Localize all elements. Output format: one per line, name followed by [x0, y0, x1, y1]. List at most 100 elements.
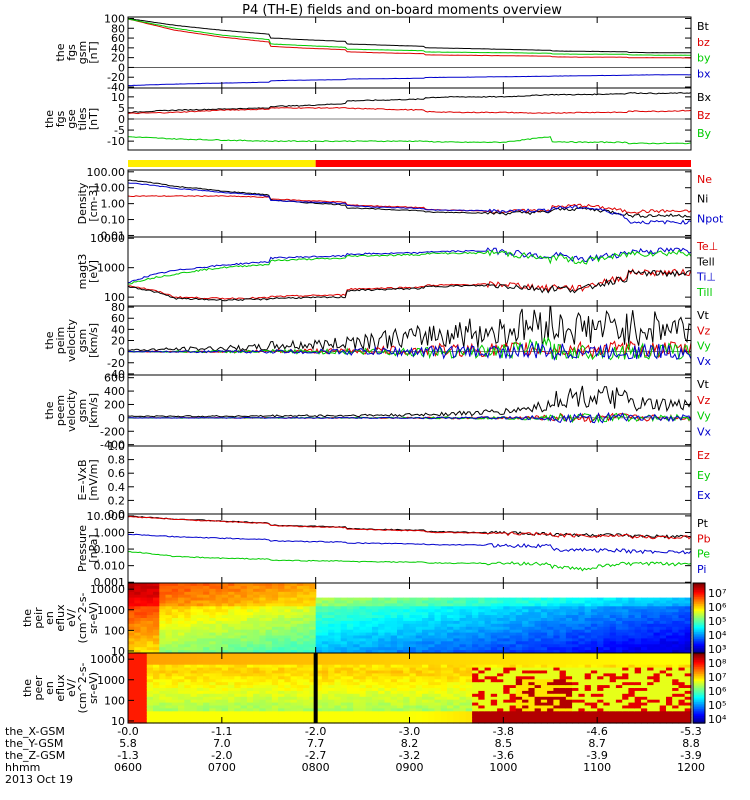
spectrogram-cell	[465, 688, 473, 692]
series-line-Till	[128, 249, 691, 285]
spectrogram-cell	[641, 670, 648, 674]
spectrogram-cell	[490, 641, 498, 645]
spectrogram-cell	[246, 597, 254, 602]
spectrogram-cell	[290, 676, 298, 680]
spectrogram-cell	[447, 641, 454, 645]
spectrogram-cell	[409, 711, 417, 715]
spectrogram-cell	[140, 623, 148, 628]
spectrogram-cell	[315, 620, 323, 625]
spectrogram-cell	[472, 664, 479, 669]
spectrogram-cell	[503, 644, 511, 648]
spectrogram-cell	[465, 638, 473, 642]
spectrogram-cell	[284, 711, 292, 715]
spectrogram-cell	[259, 720, 267, 724]
spectrogram-cell	[415, 705, 423, 709]
spectrogram-cell	[540, 676, 548, 680]
spectrogram-cell	[534, 714, 542, 718]
spectrogram-cell	[215, 597, 223, 602]
legend-Pt: Pt	[697, 517, 709, 530]
spectrogram-cell	[440, 670, 448, 674]
spectrogram-cell	[428, 676, 436, 680]
spectrogram-cell	[565, 632, 573, 637]
spectrogram-cell	[284, 685, 292, 689]
spectrogram-cell	[422, 661, 429, 666]
spectrogram-cell	[134, 676, 142, 680]
spectrogram-cell	[547, 661, 554, 666]
spectrogram-cell	[184, 688, 192, 692]
spectrogram-cell	[265, 635, 273, 639]
spectrogram-cell	[153, 693, 160, 698]
spectrogram-cell	[359, 623, 367, 628]
spectrogram-cell	[253, 618, 260, 622]
spectrogram-cell	[653, 720, 661, 724]
spectrogram-cell	[397, 682, 404, 686]
spectrogram-cell	[215, 620, 223, 625]
x-axis-value: 1000	[489, 761, 517, 774]
spectrogram-cell	[678, 702, 686, 707]
spectrogram-cell	[603, 638, 611, 642]
spectrogram-cell	[634, 667, 642, 672]
spectrogram-cell	[403, 618, 411, 622]
spectrogram-cell	[390, 699, 398, 704]
spectrogram-cell	[422, 699, 429, 704]
spectrogram-cell	[359, 667, 367, 672]
spectrogram-cell	[359, 635, 367, 639]
x-axis-value: 0700	[208, 761, 236, 774]
spectrogram-cell	[628, 676, 636, 680]
spectrogram-cell	[321, 609, 329, 613]
spectrogram-cell	[334, 629, 342, 634]
colorbar-step	[693, 710, 705, 714]
spectrogram-cell	[184, 711, 192, 715]
spectrogram-cell	[209, 693, 217, 698]
series-group	[128, 247, 691, 302]
spectrogram-cell	[159, 635, 167, 639]
spectrogram-cell	[447, 688, 454, 692]
colorbar-step	[693, 658, 705, 661]
spectrogram-cell	[678, 635, 686, 639]
spectrogram-cell	[478, 655, 486, 660]
spectrogram-cell	[609, 626, 617, 631]
spectrogram-cell	[403, 629, 411, 634]
spectrogram-cell	[609, 685, 617, 689]
y-tick-label: 1000	[97, 674, 125, 687]
spectrogram-cell	[346, 600, 354, 604]
spectrogram-cell	[146, 620, 154, 625]
spectrogram-cell	[603, 667, 611, 672]
spectrogram-cell	[146, 644, 154, 648]
spectrogram-cell	[453, 653, 461, 657]
spectrogram-cell	[422, 696, 429, 701]
spectrogram-cell	[159, 693, 167, 698]
spectrogram-cell	[565, 650, 573, 654]
spectrogram-cell	[666, 685, 673, 689]
spectrogram-cell	[509, 644, 517, 648]
spectrogram-cell	[315, 603, 323, 607]
spectrogram-cell	[553, 626, 561, 631]
spectrogram-cell	[503, 629, 511, 634]
spectrogram-cell	[171, 696, 179, 701]
spectrogram-cell	[584, 641, 592, 645]
spectrogram-cell	[384, 600, 392, 604]
spectrogram-cell	[403, 609, 411, 613]
spectrogram-cell	[378, 685, 386, 689]
spectrogram-cell	[146, 714, 154, 718]
spectrogram-cell	[666, 650, 673, 654]
spectrogram-cell	[228, 714, 235, 718]
spectrogram-cell	[290, 664, 298, 669]
spectrogram-cell	[447, 658, 454, 663]
spectrogram-cell	[615, 618, 623, 622]
spectrogram-cell	[134, 667, 142, 672]
spectrogram-cell	[434, 615, 442, 619]
spectrogram-cell	[203, 708, 210, 712]
spectrogram-cell	[515, 693, 523, 698]
spectrogram-cell	[490, 699, 498, 704]
legend-Vx: Vx	[697, 425, 712, 438]
spectrogram-cell	[403, 641, 411, 645]
spectrogram-cell	[590, 670, 598, 674]
spectrogram-cell	[184, 603, 192, 607]
spectrogram-cell	[609, 615, 617, 619]
spectrogram-cell	[215, 676, 223, 680]
spectrogram-cell	[359, 650, 367, 654]
colorbar-step	[693, 623, 705, 626]
spectrogram-cell	[234, 623, 242, 628]
spectrogram-cell	[221, 682, 229, 686]
